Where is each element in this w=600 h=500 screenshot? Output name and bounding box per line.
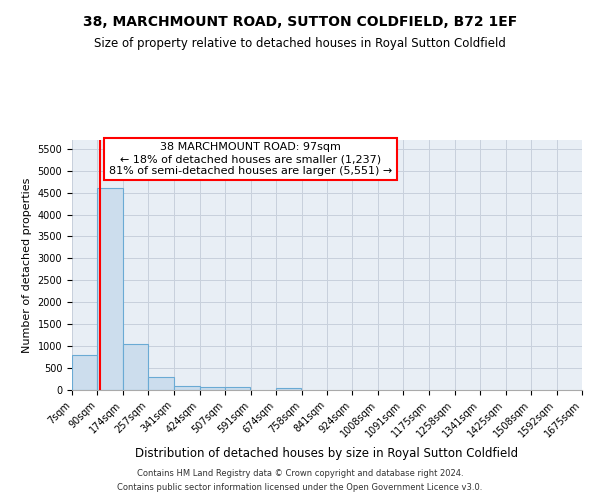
Text: Size of property relative to detached houses in Royal Sutton Coldfield: Size of property relative to detached ho… <box>94 38 506 51</box>
Bar <box>276 388 301 390</box>
Bar <box>97 188 123 390</box>
Bar <box>174 386 199 390</box>
Text: 38, MARCHMOUNT ROAD, SUTTON COLDFIELD, B72 1EF: 38, MARCHMOUNT ROAD, SUTTON COLDFIELD, B… <box>83 15 517 29</box>
Bar <box>225 387 250 390</box>
Bar <box>199 387 225 390</box>
Text: Contains public sector information licensed under the Open Government Licence v3: Contains public sector information licen… <box>118 484 482 492</box>
Text: 38 MARCHMOUNT ROAD: 97sqm  
← 18% of detached houses are smaller (1,237)
81% of : 38 MARCHMOUNT ROAD: 97sqm ← 18% of detac… <box>109 142 392 176</box>
Bar <box>72 355 97 390</box>
Bar <box>148 377 174 390</box>
Bar <box>123 344 148 390</box>
Y-axis label: Number of detached properties: Number of detached properties <box>22 178 32 352</box>
X-axis label: Distribution of detached houses by size in Royal Sutton Coldfield: Distribution of detached houses by size … <box>136 448 518 460</box>
Text: Contains HM Land Registry data © Crown copyright and database right 2024.: Contains HM Land Registry data © Crown c… <box>137 468 463 477</box>
